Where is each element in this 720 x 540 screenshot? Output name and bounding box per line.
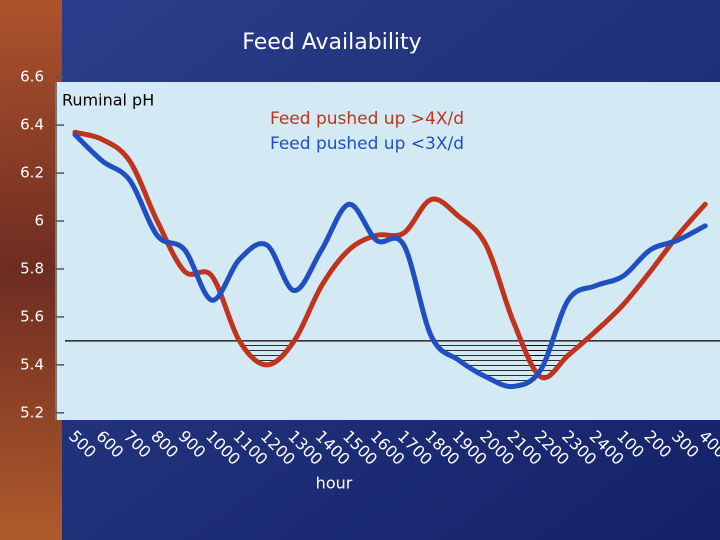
legend-entry: Feed pushed up <3X/d bbox=[270, 134, 464, 154]
y-tick-label: 6.4 bbox=[20, 116, 44, 134]
chart-title: Feed Availability bbox=[242, 30, 421, 55]
y-tick-label: 5.6 bbox=[20, 307, 44, 325]
y-axis-label: Ruminal pH bbox=[62, 91, 154, 110]
y-tick-label: 5.8 bbox=[20, 259, 44, 277]
line bbox=[72, 129, 708, 381]
y-tick-label: 5.2 bbox=[20, 403, 44, 421]
y-tick-label: 6.2 bbox=[20, 164, 44, 182]
y-tick-label: 6 bbox=[34, 212, 44, 230]
y-tick-label: 6.6 bbox=[20, 68, 44, 86]
x-axis-label: hour bbox=[316, 474, 353, 493]
legend-entry: Feed pushed up >4X/d bbox=[270, 109, 464, 129]
line bbox=[72, 132, 708, 390]
y-tick-label: 5.4 bbox=[20, 355, 44, 373]
plot-area bbox=[55, 82, 720, 420]
decor-strip bbox=[0, 0, 62, 540]
